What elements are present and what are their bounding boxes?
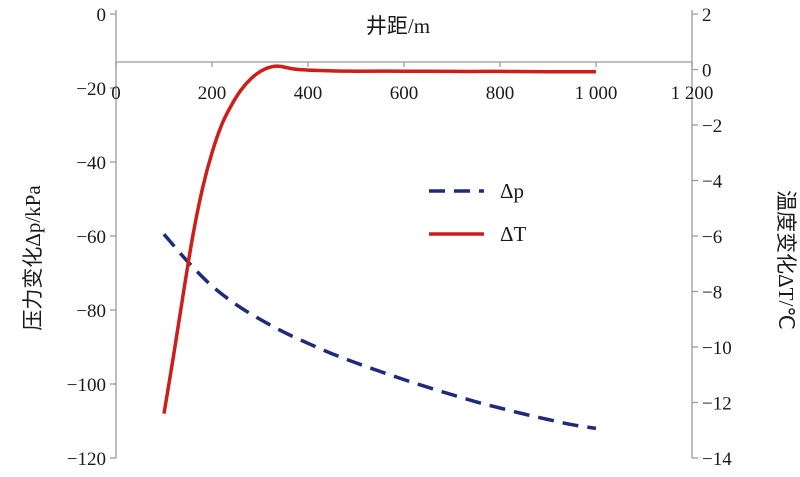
legend-label-dt: ΔT [500,222,527,246]
right-tick-label: −10 [702,338,732,359]
right-tick-label: −2 [702,116,722,137]
x-tick-label: 0 [111,83,121,104]
right-axis-title: 温度变化ΔT/℃ [774,190,798,330]
x-axis-ticks: 0 200 400 600 800 1 000 1 200 [111,62,713,104]
series-group [162,64,597,431]
x-tick-label: 600 [390,83,419,104]
series-line-dt [162,64,597,414]
right-tick-label: −14 [702,449,732,470]
x-tick-label: 800 [486,83,515,104]
left-tick-label: 0 [97,5,107,26]
right-axis-ticks: 2 0 −2 −4 −6 −8 −10 −12 −14 [692,5,732,470]
left-tick-label: −60 [76,227,106,248]
right-tick-label: 0 [702,61,712,82]
right-tick-label: −4 [702,172,723,193]
x-axis-title: 井距/m [366,14,430,38]
right-tick-label: −6 [702,227,722,248]
x-tick-label: 1 000 [575,83,618,104]
left-tick-label: −40 [76,153,106,174]
legend-label-dp: Δp [500,179,524,203]
right-tick-label: −8 [702,283,722,304]
left-tick-label: −80 [76,301,106,322]
right-tick-label: −12 [702,394,732,415]
right-tick-label: 2 [702,5,712,26]
left-tick-label: −100 [67,375,106,396]
x-tick-label: 400 [294,83,323,104]
x-tick-label: 200 [198,83,227,104]
left-axis-ticks: 0 −20 −40 −60 −80 −100 −120 [67,5,116,470]
left-tick-label: −120 [67,449,106,470]
left-tick-label: −20 [76,79,106,100]
axes-group [115,10,693,458]
legend: Δp ΔT [429,179,527,246]
left-axis-title: 压力变化Δp/kPa [21,185,45,331]
series-line-dp [162,233,597,431]
x-tick-label: 1 200 [671,83,714,104]
